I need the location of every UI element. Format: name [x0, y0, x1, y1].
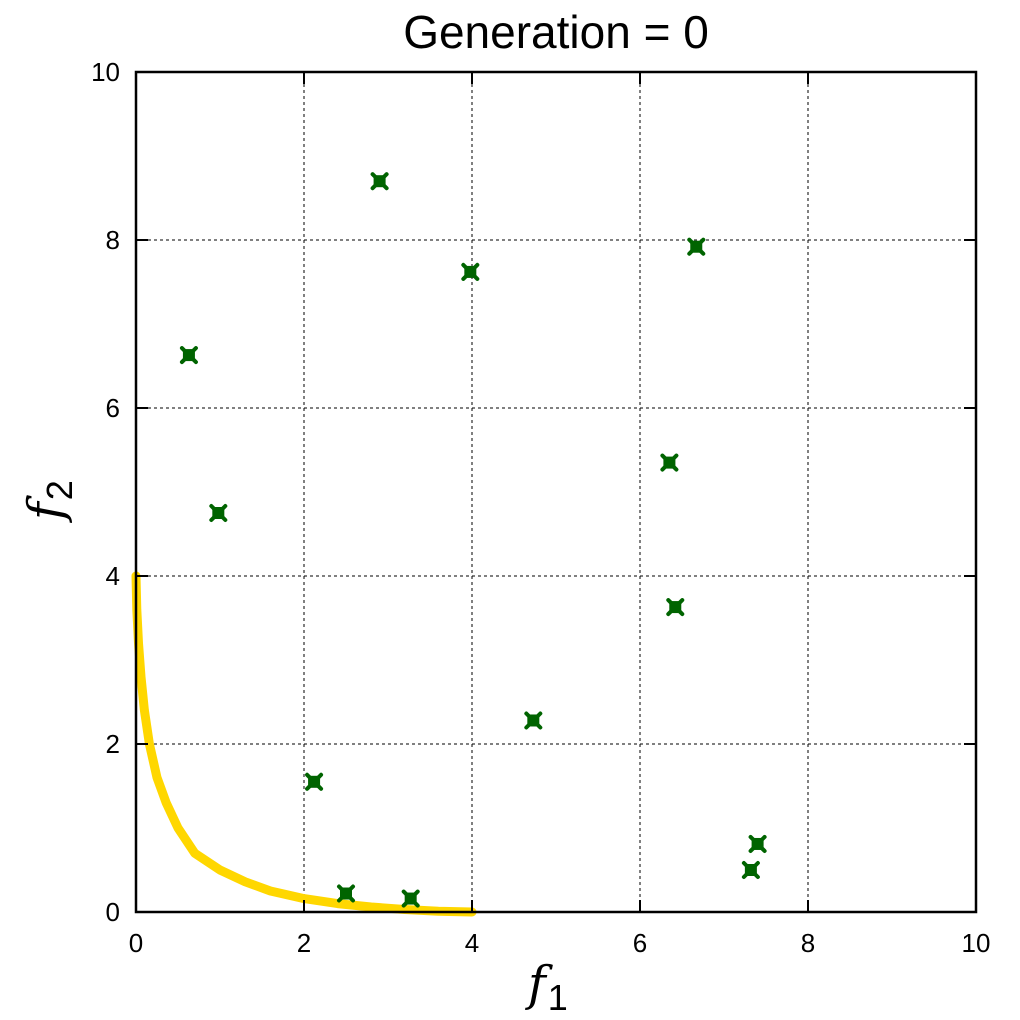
- data-point: [666, 598, 685, 617]
- data-point: [370, 172, 389, 191]
- y-tick-label: 6: [106, 393, 120, 423]
- data-point-cross: [748, 834, 767, 853]
- axis-ticks: [135, 71, 977, 913]
- y-tick-label: 8: [106, 225, 120, 255]
- data-point-cross: [687, 237, 706, 256]
- chart-title: Generation = 0: [403, 6, 709, 58]
- pareto-front-layer: [131, 571, 477, 917]
- x-tick-label: 8: [801, 928, 815, 958]
- data-point: [660, 453, 679, 472]
- population-points-layer: [179, 172, 767, 908]
- data-point: [741, 861, 760, 879]
- data-point-cross: [209, 504, 228, 522]
- data-point: [179, 346, 198, 365]
- data-point: [461, 262, 480, 281]
- data-point: [305, 772, 324, 791]
- y-axis-label: f2: [18, 480, 80, 523]
- data-point-cross: [660, 453, 679, 472]
- x-tick-label: 4: [465, 928, 479, 958]
- y-tick-label: 0: [106, 897, 120, 927]
- x-tick-label: 0: [129, 928, 143, 958]
- y-tick-label: 2: [106, 729, 120, 759]
- x-tick-label: 6: [633, 928, 647, 958]
- data-point-cross: [337, 884, 355, 903]
- data-point-cross: [370, 172, 389, 191]
- data-point-cross: [524, 711, 543, 730]
- y-tick-label: 4: [106, 561, 120, 591]
- data-point: [524, 711, 543, 730]
- data-point: [748, 834, 767, 853]
- data-point: [337, 884, 355, 903]
- data-point-cross: [305, 772, 324, 791]
- data-point: [401, 889, 420, 908]
- grid-lines: [136, 72, 976, 912]
- y-tick-label: 10: [91, 57, 120, 87]
- y-tick-labels: 0 2 4 6 8 10: [91, 57, 120, 927]
- data-point-cross: [179, 346, 198, 365]
- data-point: [687, 237, 706, 256]
- plot-frame: [134, 70, 978, 914]
- x-tick-label: 10: [962, 928, 991, 958]
- data-point: [209, 504, 228, 522]
- data-point-cross: [401, 889, 420, 908]
- data-point-cross: [741, 861, 760, 879]
- data-point-cross: [461, 262, 480, 281]
- x-tick-labels: 0 2 4 6 8 10: [129, 928, 991, 958]
- data-point-cross: [666, 598, 685, 617]
- x-axis-label: f1: [525, 956, 568, 1018]
- x-tick-label: 2: [297, 928, 311, 958]
- pareto-front-curve: [131, 571, 477, 917]
